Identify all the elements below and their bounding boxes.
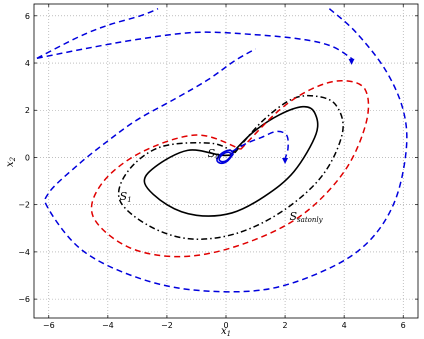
y-tick-label: 2 <box>25 106 30 115</box>
series-6-curve <box>231 130 289 159</box>
x-tick-label: 2 <box>283 321 288 330</box>
annotation-satonly: Ssatonly <box>290 210 324 224</box>
y-tick-label: −2 <box>18 201 30 210</box>
arrowhead-1 <box>282 158 289 164</box>
x-tick-label: 0 <box>223 321 228 330</box>
x-tick-label: −4 <box>102 321 114 330</box>
series-7-curve <box>216 149 235 165</box>
axis-ticks: −6 −4 −2 0 2 4 6 −6 −4 −2 0 2 4 6 <box>18 4 418 330</box>
x-tick-label: −6 <box>43 321 55 330</box>
x-tick-label: 6 <box>401 321 406 330</box>
arrowhead-0 <box>348 58 355 65</box>
annotations: S0 S1 Ssatonly <box>120 147 324 224</box>
series-8-curve <box>218 151 233 163</box>
y-tick-label: −4 <box>18 248 30 257</box>
series-0-curve <box>143 105 319 217</box>
annotation-1: S1 <box>120 190 132 204</box>
y-tick-label: 6 <box>25 12 30 21</box>
y-tick-label: 0 <box>25 153 30 162</box>
x-tick-label: −2 <box>161 321 173 330</box>
y-tick-label: −6 <box>18 295 30 304</box>
series-5-curve <box>44 8 408 293</box>
x-tick-label: 4 <box>342 321 347 330</box>
x-axis-label: x1 <box>221 326 231 338</box>
y-tick-label: 4 <box>25 59 30 68</box>
series-2-curve <box>90 79 370 258</box>
series-1-curve <box>117 94 344 240</box>
trajectory-curves <box>36 8 408 293</box>
y-axis-label: x2 <box>5 156 17 167</box>
series-4-curve <box>36 31 354 61</box>
series-3-curve <box>36 8 159 59</box>
annotation-0: S0 <box>208 147 221 161</box>
